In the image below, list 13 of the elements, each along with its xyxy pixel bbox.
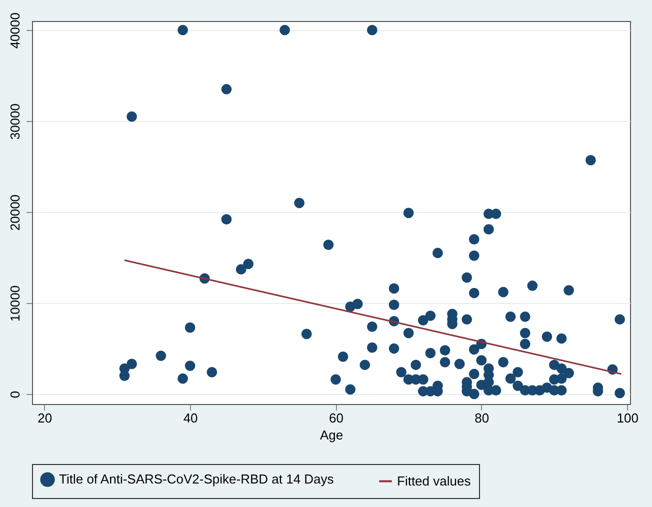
y-tick-label: 30000 xyxy=(8,103,22,140)
legend-label: Title of Anti-SARS-CoV2-Spike-RBD at 14 Days xyxy=(59,472,334,487)
y-tick-label: 0 xyxy=(8,390,22,398)
x-tick-label: 20 xyxy=(38,410,52,426)
x-tick-label: 60 xyxy=(329,410,344,426)
y-tick-label: 10000 xyxy=(8,285,22,322)
x-axis-title: Age xyxy=(320,428,344,442)
x-tick-label: 100 xyxy=(616,410,638,426)
x-tick-label: 80 xyxy=(474,410,490,426)
legend-label: Fitted values xyxy=(397,473,472,488)
x-tick-label: 40 xyxy=(183,410,198,426)
y-tick-label: 20000 xyxy=(8,194,22,231)
y-tick-label: 40000 xyxy=(8,12,22,49)
